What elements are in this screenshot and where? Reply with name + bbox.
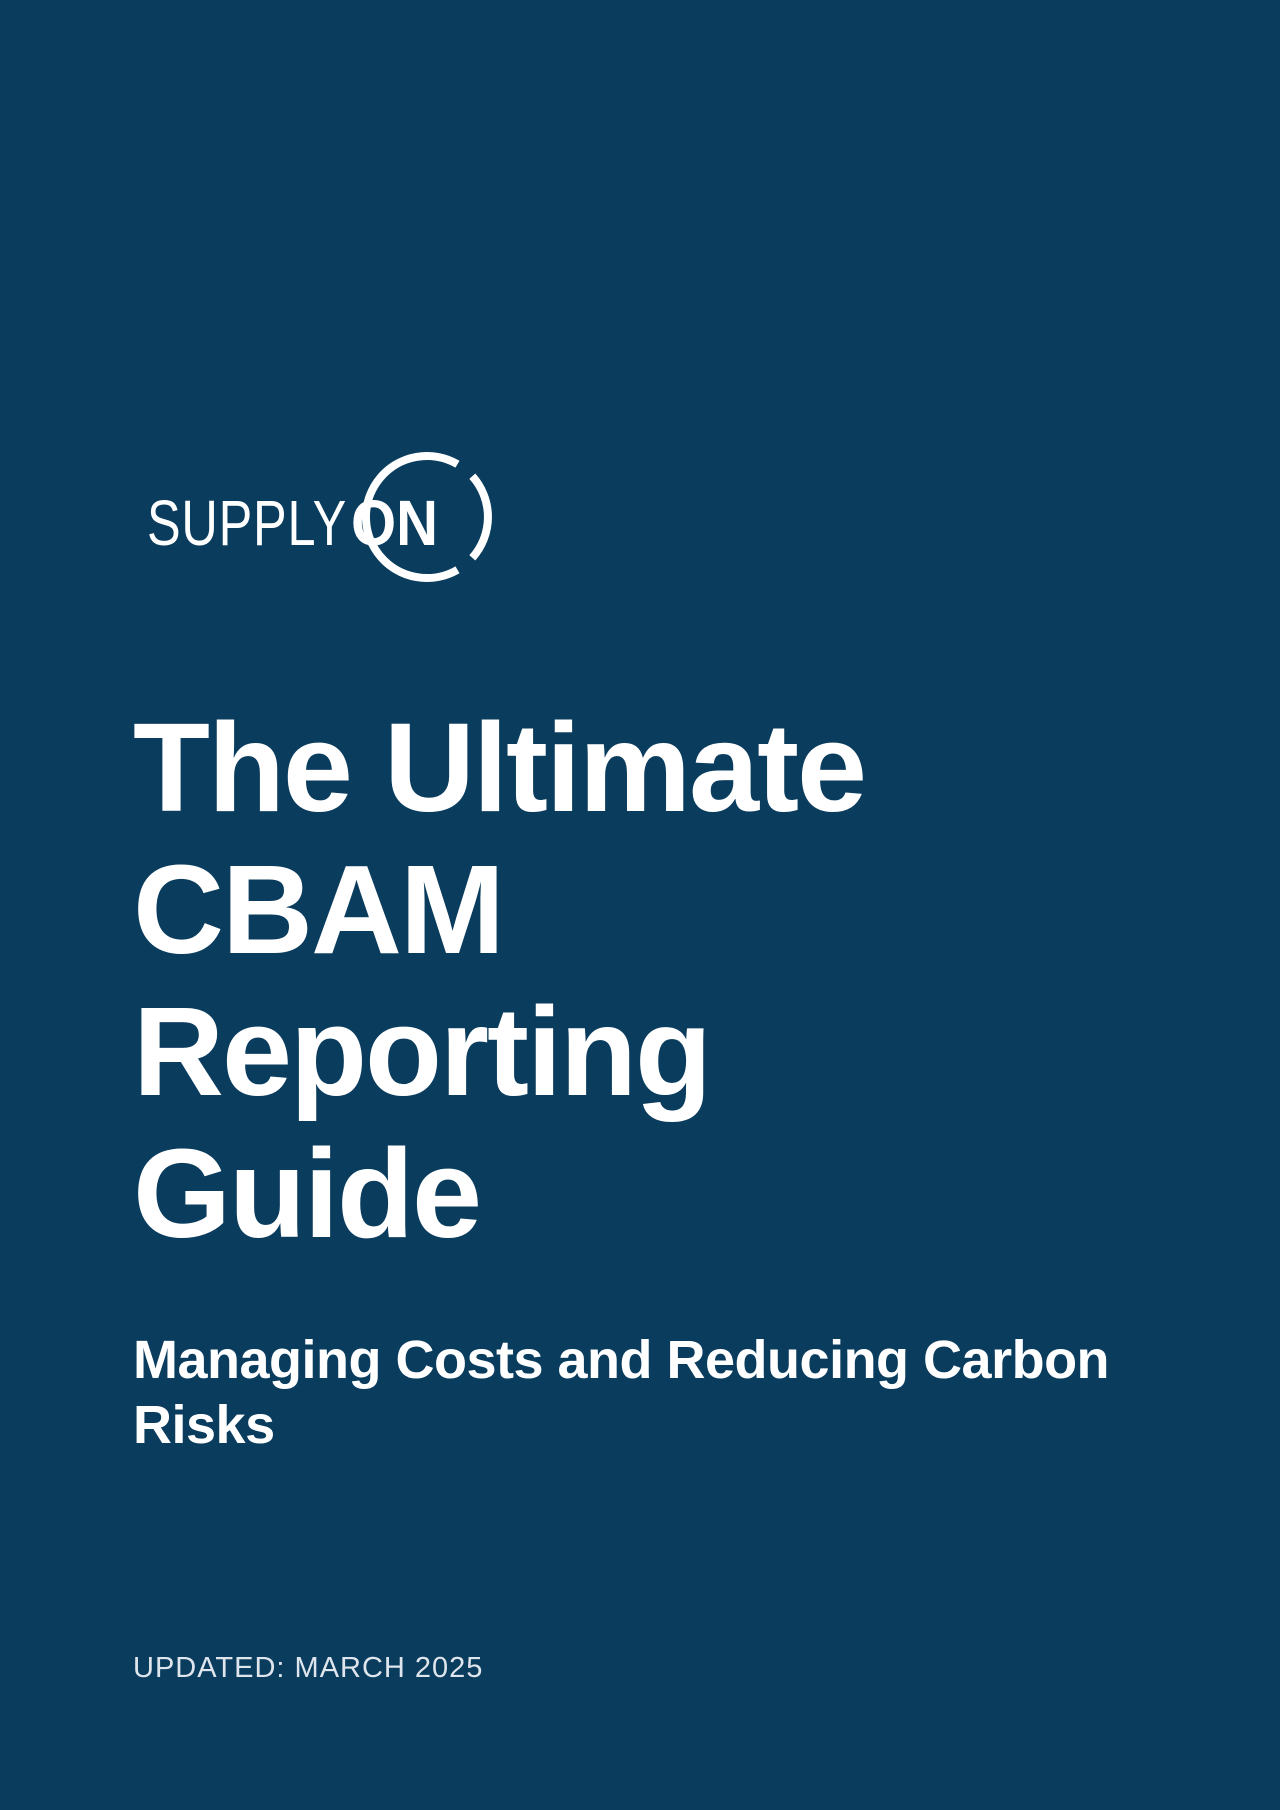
updated-date-label: UPDATED: MARCH 2025 (133, 1652, 484, 1684)
page-subtitle: Managing Costs and Reducing Carbon Risks (133, 1328, 1110, 1458)
logo-text-supply: SUPPLY (147, 487, 347, 559)
supplyon-logo: SUPPLY ON (115, 395, 575, 595)
title-line-3: Reporting (133, 981, 712, 1122)
logo-ring-arc-main-icon (361, 452, 460, 582)
title-line-1: The Ultimate (133, 697, 867, 838)
supplyon-logo-graphic: SUPPLY ON (147, 452, 492, 582)
page-title: The Ultimate CBAM Reporting Guide (133, 697, 867, 1265)
subtitle-line-2: Risks (133, 1395, 275, 1455)
subtitle-line-1: Managing Costs and Reducing Carbon (133, 1330, 1110, 1390)
logo-text-on: ON (351, 487, 438, 559)
title-line-4: Guide (133, 1123, 482, 1264)
logo-ring-arc-right-icon (469, 473, 492, 561)
title-line-2: CBAM (133, 839, 505, 980)
